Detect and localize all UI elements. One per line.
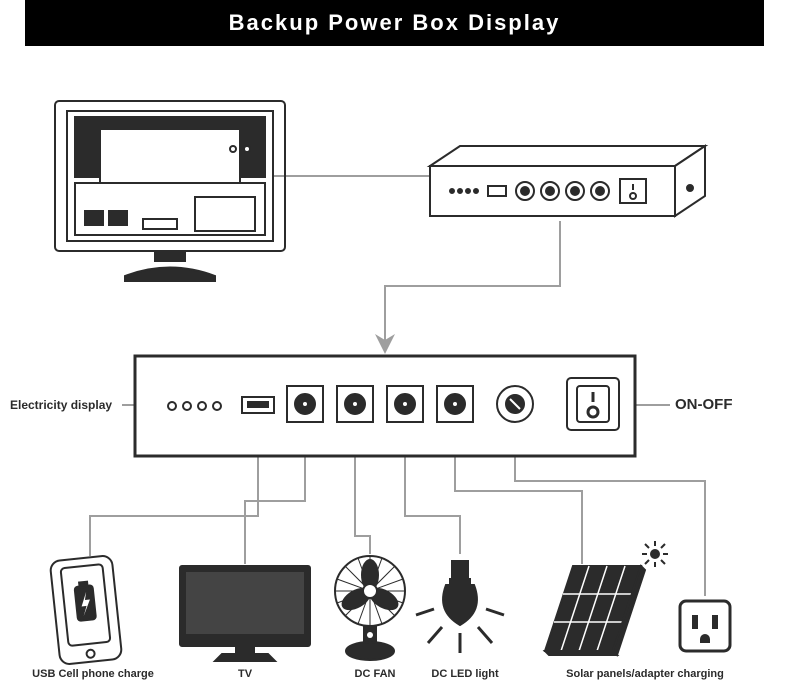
fan-icon (0, 46, 789, 686)
tv-back-icon (0, 46, 789, 686)
title-bar: Backup Power Box Display (25, 0, 764, 46)
fan-device-label: DC FAN (335, 668, 415, 680)
solar-device-label: Solar panels/adapter charging (545, 668, 745, 680)
onoff-label: ON-OFF (675, 396, 733, 413)
tv-front-icon (0, 46, 789, 686)
electricity-display-label: Electricity display (10, 398, 112, 412)
led-device-label: DC LED light (425, 668, 505, 680)
tv-device-label: TV (225, 668, 265, 680)
diagram-canvas: Electricity display ON-OFF (0, 46, 789, 686)
outlet-icon (0, 46, 789, 686)
main-power-box-icon (0, 46, 789, 686)
solar-panel-icon (0, 46, 789, 686)
connector-lines (0, 46, 789, 686)
small-power-box-icon (0, 46, 789, 686)
led-bulb-icon (0, 46, 789, 686)
title-text: Backup Power Box Display (229, 10, 561, 35)
phone-icon (0, 46, 789, 686)
usb-device-label: USB Cell phone charge (28, 668, 158, 680)
